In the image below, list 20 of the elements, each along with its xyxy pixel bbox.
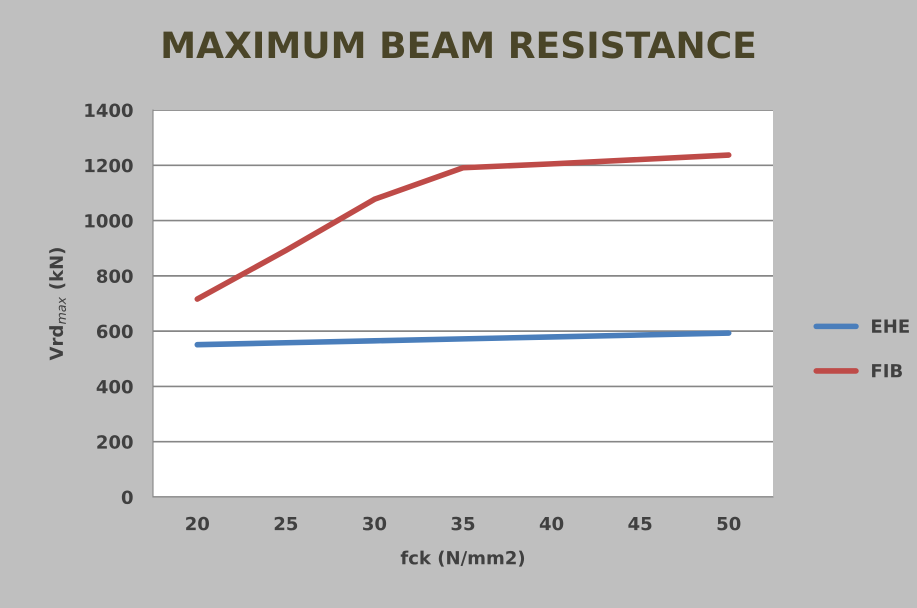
y-tick-label: 600	[96, 324, 133, 338]
y-tick-label: 200	[97, 435, 133, 449]
legend-label: EHE	[872, 320, 909, 333]
y-tick-label: 400	[96, 380, 133, 394]
y-tick-label: 0	[122, 490, 133, 504]
x-tick-label: 20	[186, 516, 209, 530]
x-tick-label: 40	[540, 516, 564, 530]
chart-title: MAXIMUM BEAM RESISTANCE	[163, 31, 754, 58]
x-tick-label: 45	[628, 517, 652, 530]
x-tick-label: 30	[363, 516, 386, 530]
x-tick-label: 25	[274, 516, 298, 530]
y-tick-label: 800	[96, 269, 133, 283]
x-tick-label: 50	[718, 516, 740, 530]
y-tick-label: 1400	[85, 103, 133, 118]
y-tick-label: 1200	[85, 158, 133, 172]
y-tick-label: 1000	[85, 214, 133, 228]
x-axis-title: fck (N/mm2)	[400, 550, 524, 567]
y-axis-title: Vrd$_{max}$ (kN)	[49, 248, 66, 360]
legend-label: FIB	[872, 364, 902, 378]
x-tick-label: 35	[452, 516, 474, 530]
